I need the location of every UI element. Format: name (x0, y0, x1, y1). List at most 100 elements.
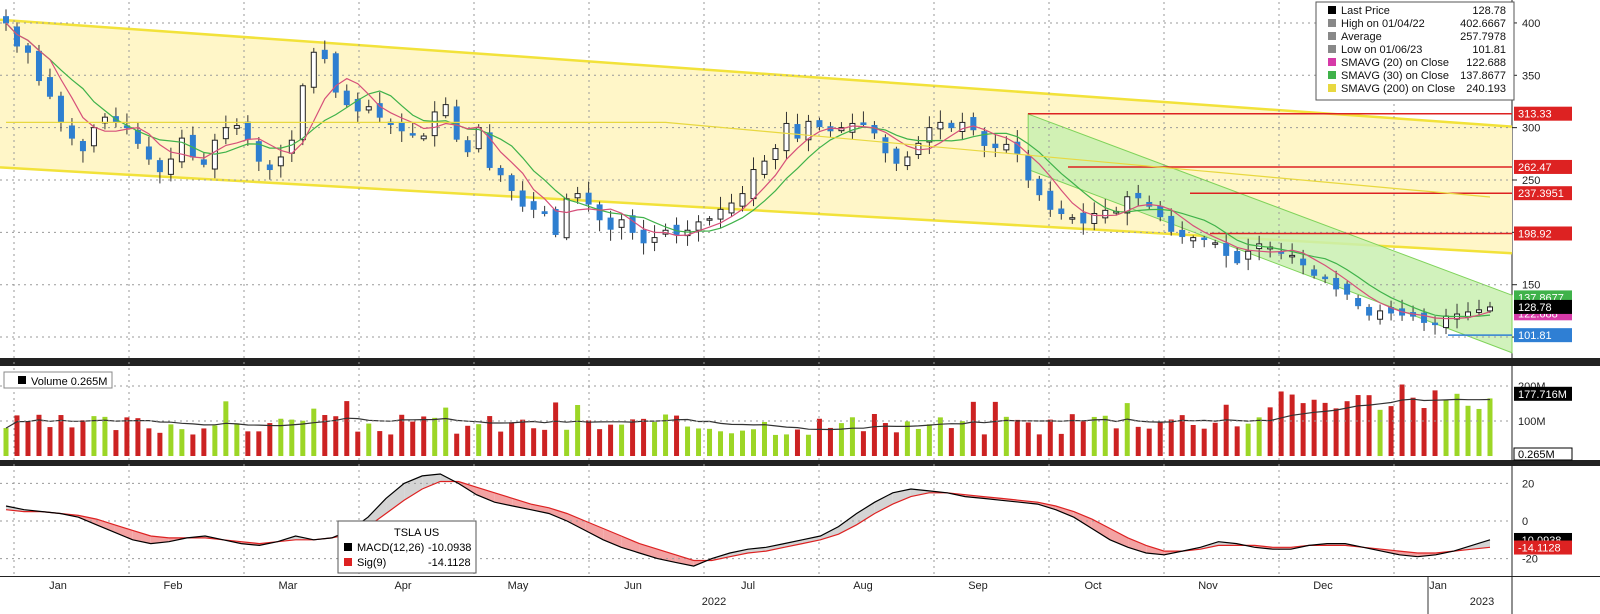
macd-fill (530, 504, 549, 514)
candle-body (244, 121, 251, 140)
candle-body (585, 192, 592, 205)
candle-body (607, 217, 614, 230)
candle-body (354, 98, 361, 112)
volume-bar (1036, 434, 1042, 456)
time-axis: 100150200250300350400313.33262.47237.395… (49, 18, 1573, 614)
candle-body (860, 122, 867, 126)
panel-divider (0, 460, 1600, 466)
volume-bar (91, 416, 97, 456)
candle-body (882, 137, 889, 154)
month-label: Aug (853, 580, 873, 592)
macd-legend-swatch (344, 543, 352, 551)
volume-bar (794, 429, 800, 456)
volume-bar (1454, 393, 1460, 456)
volume-bar (1300, 403, 1306, 456)
legend-swatch (1328, 58, 1336, 66)
candle-body (1091, 213, 1098, 224)
volume-bar (487, 416, 493, 456)
candle-body (365, 106, 372, 111)
candle-body (233, 125, 240, 129)
volume-last-tag (1513, 447, 1573, 461)
candle-body (1080, 212, 1087, 224)
volume-bar (1025, 422, 1031, 456)
candle-body (695, 221, 702, 231)
candle-body (13, 26, 20, 47)
macd-fill (892, 489, 911, 505)
volume-bar (399, 414, 405, 456)
candle-body (750, 169, 757, 200)
volume-bar (1421, 408, 1427, 456)
volume-bar (1388, 406, 1394, 456)
legend-label: SMAVG (200) on Close (1341, 83, 1455, 95)
macd-legend-ticker: TSLA US (394, 527, 439, 539)
price-legend: Last Price 128.78 High on 01/04/22 402.6667… (1315, 1, 1515, 101)
volume-bar (179, 429, 185, 456)
candle-body (1135, 192, 1142, 199)
candle-body (277, 156, 284, 167)
volume-bar (520, 419, 526, 456)
volume-bar (1135, 426, 1141, 456)
volume-bar (1157, 422, 1163, 456)
volume-bar (893, 432, 899, 456)
candle-body (970, 117, 977, 131)
volume-bar (25, 421, 31, 456)
macd-fill (96, 519, 115, 533)
volume-bar (355, 431, 361, 456)
macd-fill (748, 547, 767, 553)
candle-body (1443, 315, 1450, 329)
price-tag (1514, 159, 1572, 174)
macd-fill (838, 513, 857, 535)
legend-swatch (1328, 45, 1336, 53)
volume-bar (816, 418, 822, 456)
volume-bar (970, 401, 976, 456)
volume-bar (1432, 390, 1438, 456)
candle-body (310, 51, 317, 88)
candle-body (497, 167, 504, 176)
macd-legend-sig-label: Sig(9) (357, 557, 386, 569)
volume-bar (1245, 423, 1251, 456)
candle-body (651, 237, 658, 243)
volume-bar (322, 415, 328, 456)
volume-bar (641, 418, 647, 456)
macd-legend-macd-value: -10.0938 (428, 542, 471, 554)
panel-divider (0, 576, 1600, 577)
candle-body (618, 219, 625, 228)
candle-body (453, 106, 460, 140)
candle-body (1157, 205, 1164, 218)
candle-body (1333, 277, 1340, 290)
candle-body (68, 125, 75, 139)
candle-body (343, 90, 350, 106)
volume-bar (948, 428, 954, 456)
volume-bar (1465, 405, 1471, 456)
volume-bar (168, 424, 174, 456)
candle-body (596, 204, 603, 221)
candle-body (156, 160, 163, 173)
volume-bar (926, 424, 932, 456)
candle-body (893, 148, 900, 164)
macd-fill (820, 526, 839, 540)
legend-value: 240.193 (1466, 83, 1506, 95)
volume-bar (14, 415, 20, 456)
macd-fill (367, 498, 387, 527)
volume-bar (1487, 398, 1493, 456)
month-label: Sep (968, 580, 988, 592)
signal-value-tag-label: -14.1128 (1518, 543, 1561, 555)
volume-bar (729, 433, 735, 456)
macd-panel (0, 473, 1512, 567)
macd-fill (874, 492, 893, 514)
price-tag-label: 101.81 (1518, 330, 1552, 342)
volume-bar (190, 434, 196, 456)
candle-body (981, 131, 988, 146)
candle-body (321, 49, 328, 60)
candle-body (992, 143, 999, 149)
candle-body (1036, 178, 1043, 196)
volume-bar (135, 418, 141, 456)
volume-bar (1003, 416, 1009, 456)
legend-value: 101.81 (1472, 44, 1506, 56)
candle-body (46, 77, 53, 97)
legend-swatch (1328, 84, 1336, 92)
volume-bar (805, 434, 811, 456)
candle-body (1201, 237, 1208, 241)
volume-bar (311, 408, 317, 456)
